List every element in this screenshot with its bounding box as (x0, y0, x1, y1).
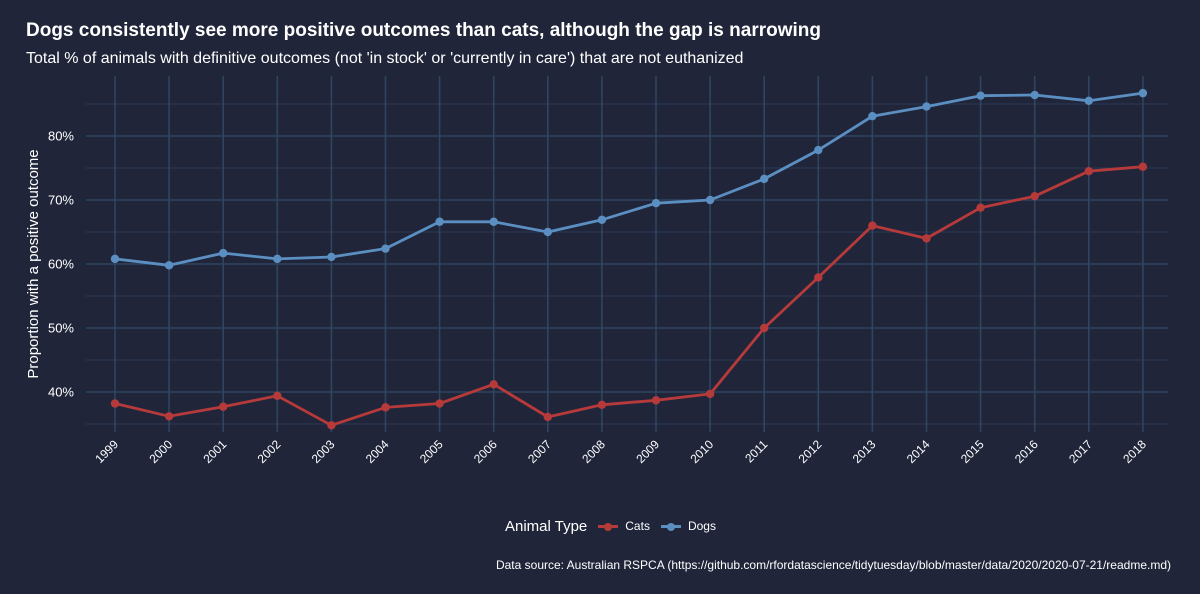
data-point-dogs (164, 261, 174, 270)
data-point-cats (219, 402, 228, 411)
data-point-dogs (273, 254, 282, 264)
data-point-dogs (760, 174, 769, 184)
x-tick-label: 2001 (201, 437, 230, 466)
data-point-cats (976, 203, 985, 212)
series-line-dogs (113, 91, 1145, 267)
data-point-cats (489, 380, 498, 389)
data-point-dogs (381, 244, 390, 253)
data-point-dogs (110, 254, 120, 264)
x-tick-label: 2013 (850, 437, 879, 466)
series-cats (110, 162, 1148, 430)
data-point-dogs (814, 145, 823, 155)
data-point-cats (1138, 162, 1148, 171)
data-point-cats (110, 399, 120, 408)
legend-item-cats: Cats (597, 519, 650, 533)
grid-lines (86, 76, 1168, 432)
data-point-dogs (489, 217, 498, 226)
data-point-cats (327, 421, 336, 430)
data-point-dogs (543, 227, 552, 237)
axis-labels: 40% 50% 60% 70% 80% 1999 2000 2001 2002 2003 2004 2… (25, 129, 1149, 467)
legend-label-dogs: Dogs (687, 519, 716, 533)
data-point-dogs (597, 215, 607, 225)
data-point-dogs (1138, 88, 1148, 98)
chart-subtitle: Total % of animals with definitive outco… (26, 50, 744, 67)
y-tick-label: 80% (48, 129, 74, 144)
chart-title: Dogs consistently see more positive outc… (26, 20, 821, 41)
data-point-cats (273, 391, 282, 401)
data-point-dogs (435, 217, 444, 226)
series-line-cats (113, 165, 1145, 427)
x-tick-label: 2005 (417, 437, 446, 466)
data-point-cats (381, 403, 390, 412)
data-source-caption: Data source: Australian RSPCA (https://g… (495, 558, 1171, 572)
y-tick-label: 60% (48, 257, 74, 272)
x-tick-label: 2012 (796, 437, 825, 466)
legend-item-dogs: Dogs (660, 519, 716, 533)
data-point-cats (868, 221, 877, 230)
x-tick-label: 2008 (579, 437, 608, 466)
data-point-dogs (219, 248, 228, 258)
x-tick-label: 2015 (958, 437, 987, 466)
x-tick-label: 2007 (525, 437, 554, 466)
y-tick-label: 70% (48, 193, 74, 208)
data-point-cats (543, 412, 552, 422)
data-point-cats (1030, 191, 1039, 201)
data-point-dogs (705, 195, 715, 205)
data-point-dogs (868, 111, 877, 121)
x-tick-label: 2014 (904, 437, 933, 466)
data-point-dogs (922, 102, 931, 111)
series-dogs (110, 88, 1148, 270)
data-point-dogs (976, 91, 985, 100)
y-axis-title: Proportion with a positive outcome (25, 149, 42, 378)
x-tick-label: 2017 (1066, 437, 1095, 466)
data-point-cats (651, 396, 661, 405)
x-tick-label: 2003 (309, 437, 338, 466)
legend-label-cats: Cats (625, 519, 650, 533)
x-tick-label: 2000 (146, 437, 175, 466)
x-tick-label: 1999 (92, 437, 121, 466)
data-point-cats (705, 389, 715, 399)
y-tick-label: 50% (48, 321, 74, 336)
legend-key-cats (597, 519, 619, 533)
x-tick-label: 2011 (742, 437, 770, 465)
data-point-cats (164, 412, 174, 421)
series-lines (110, 88, 1148, 430)
x-tick-label: 2006 (471, 437, 500, 466)
data-point-cats (760, 323, 769, 333)
x-tick-label: 2004 (363, 437, 392, 466)
legend-title: Animal Type (505, 517, 588, 535)
x-tick-label: 2002 (255, 437, 284, 466)
data-point-dogs (327, 252, 336, 262)
data-point-dogs (651, 199, 661, 208)
data-point-cats (814, 273, 823, 282)
data-point-cats (922, 234, 931, 243)
data-point-dogs (1030, 90, 1039, 100)
data-point-cats (1084, 167, 1094, 176)
x-tick-label: 2009 (633, 437, 662, 466)
legend: Animal Type Cats Dogs (505, 514, 726, 538)
data-point-cats (435, 399, 444, 408)
data-point-dogs (1084, 96, 1094, 106)
x-tick-label: 2010 (687, 437, 716, 466)
y-tick-label: 40% (48, 385, 74, 400)
legend-key-dogs (660, 519, 682, 533)
data-point-cats (597, 400, 607, 409)
x-tick-label: 2016 (1012, 437, 1041, 466)
x-tick-label: 2018 (1120, 437, 1149, 466)
